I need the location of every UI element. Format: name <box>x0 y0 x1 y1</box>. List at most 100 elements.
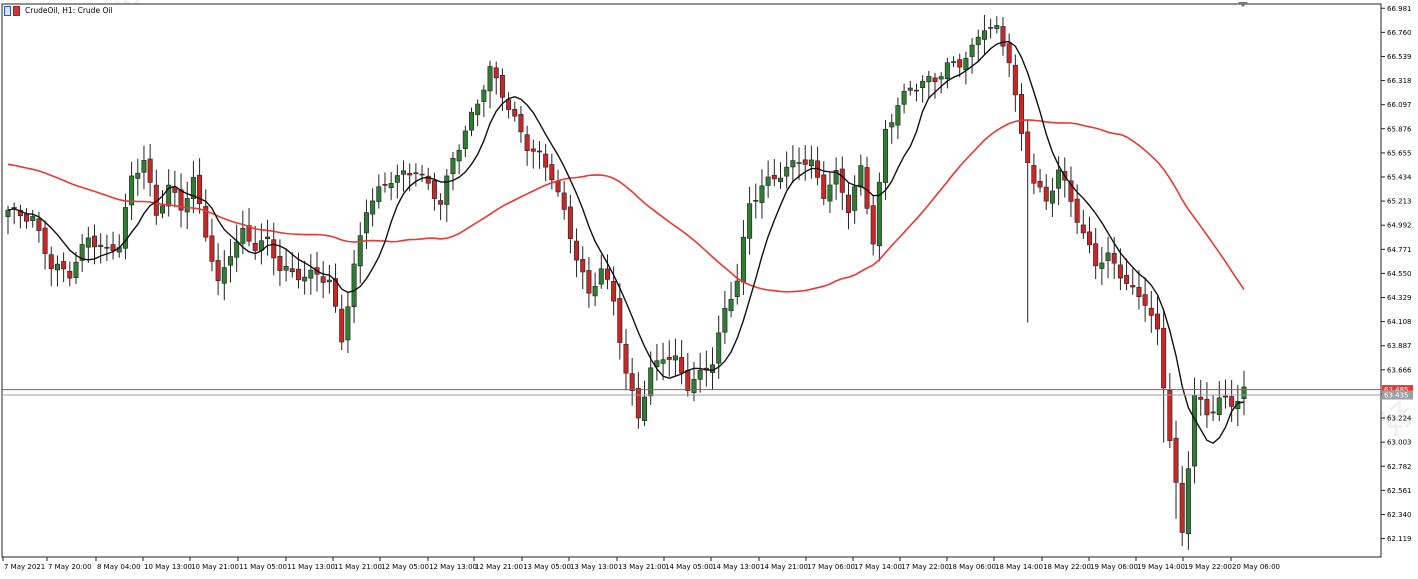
bear-candle <box>215 260 221 282</box>
bid-price-label: 63.435 <box>1384 392 1409 400</box>
y-tick-label: 65.213 <box>1387 198 1412 206</box>
bull-candle <box>796 162 802 164</box>
bear-candle <box>1074 198 1080 223</box>
x-tick-label: 18 May 14:00 <box>995 563 1043 571</box>
bull-candle <box>456 149 462 162</box>
bear-candle <box>17 209 23 217</box>
bear-candle <box>561 192 567 210</box>
y-tick-label: 63.224 <box>1387 415 1412 423</box>
bull-candle <box>907 87 913 91</box>
bull-candle <box>716 332 722 364</box>
bull-candle <box>728 299 734 312</box>
bull-candle <box>988 27 994 29</box>
bull-candle <box>710 364 716 373</box>
y-tick-label: 66.097 <box>1387 101 1412 109</box>
bear-candle <box>203 206 209 238</box>
bull-candle <box>889 122 895 128</box>
bull-candle <box>388 183 394 189</box>
y-tick-label: 63.003 <box>1387 439 1412 447</box>
bear-candle <box>574 240 580 261</box>
bull-candle <box>122 207 128 249</box>
bear-candle <box>419 173 425 176</box>
x-tick-label: 11 May 13:00 <box>287 563 335 571</box>
bull-candle <box>642 396 648 421</box>
y-tick-label: 63.887 <box>1387 342 1412 350</box>
x-tick-label: 13 May 21:00 <box>618 563 666 571</box>
bull-candle <box>308 269 314 279</box>
y-tick-label: 62.340 <box>1387 511 1412 519</box>
y-tick-label: 64.771 <box>1387 246 1412 254</box>
bear-candle <box>679 357 685 374</box>
fast-moving-average <box>7 40 1245 445</box>
bear-candle <box>413 172 419 175</box>
bull-candle <box>345 306 351 341</box>
bull-candle <box>326 279 332 283</box>
bull-candle <box>994 25 1000 29</box>
bear-candle <box>518 114 524 133</box>
bull-candle <box>648 367 654 397</box>
y-tick-label: 64.329 <box>1387 294 1412 302</box>
bear-candle <box>524 134 530 151</box>
bull-candle <box>351 263 357 308</box>
bull-candle <box>160 205 166 214</box>
x-tick-label: 10 May 21:00 <box>191 563 239 571</box>
bull-candle <box>901 90 907 105</box>
y-tick-label: 66.760 <box>1387 29 1412 37</box>
x-tick-label: 14 May 05:00 <box>665 563 713 571</box>
bull-candle <box>784 166 790 177</box>
plot-frame <box>1 3 1382 558</box>
bear-candle <box>604 268 610 280</box>
bull-candle <box>394 175 400 183</box>
x-tick-label: 12 May 13:00 <box>429 563 477 571</box>
bear-candle <box>1179 482 1185 533</box>
bear-candle <box>802 159 808 165</box>
bull-candle <box>1099 262 1105 269</box>
bear-candle <box>549 164 555 181</box>
bear-candle <box>320 276 326 283</box>
bull-candle <box>722 308 728 333</box>
bull-candle <box>926 76 932 83</box>
bear-candle <box>530 148 536 152</box>
bull-candle <box>401 170 407 175</box>
y-tick-label: 63.666 <box>1387 366 1412 374</box>
bull-candle <box>481 89 487 102</box>
y-tick-label: 64.108 <box>1387 318 1412 326</box>
chart-title: CrudeOil, H1: Crude Oil <box>25 6 113 15</box>
bull-candle <box>79 244 85 261</box>
bid-price-label-box <box>1382 390 1413 400</box>
bull-candle <box>450 157 456 175</box>
bear-candle <box>48 254 54 270</box>
bear-candle <box>957 59 963 68</box>
bear-candle <box>1161 327 1167 389</box>
x-tick-label: 7 May 2021 <box>4 563 45 571</box>
x-tick-label: 10 May 13:00 <box>144 563 192 571</box>
bull-candle <box>357 235 363 267</box>
bull-candle <box>135 172 141 179</box>
y-tick-label: 64.992 <box>1387 222 1412 230</box>
bull-candle <box>963 57 969 71</box>
bull-candle <box>54 263 60 271</box>
bear-candle <box>36 218 42 231</box>
bull-candle <box>883 128 889 183</box>
bull-candle <box>913 89 919 92</box>
bull-candle <box>654 360 660 368</box>
bear-candle <box>536 150 542 153</box>
bear-candle <box>580 259 586 273</box>
bear-candle <box>42 227 48 254</box>
bear-candle <box>499 74 505 98</box>
bear-candle <box>271 239 277 259</box>
bull-candle <box>5 209 11 217</box>
x-tick-label: 18 May 22:00 <box>1043 563 1091 571</box>
bear-candle <box>1080 224 1086 234</box>
bull-candle <box>444 175 450 205</box>
bull-candle <box>808 159 814 167</box>
bear-candle <box>512 108 518 117</box>
bear-candle <box>1136 286 1142 298</box>
x-tick-label: 17 May 06:00 <box>807 563 855 571</box>
bull-candle <box>30 216 36 221</box>
x-tick-label: 13 May 13:00 <box>570 563 618 571</box>
bear-candle <box>92 235 98 248</box>
bear-candle <box>1154 313 1160 330</box>
